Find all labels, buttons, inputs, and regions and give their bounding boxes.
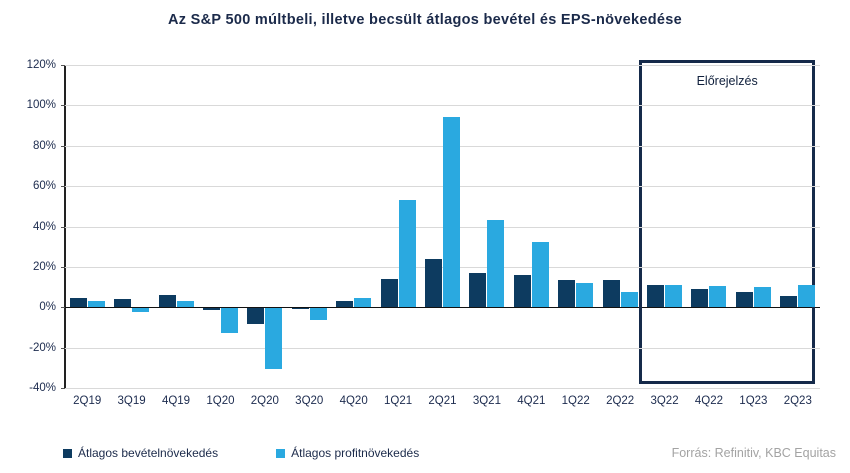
bar-revenue-4Q19 [158, 295, 176, 308]
bar-revenue-2Q22 [602, 279, 620, 308]
bar-revenue-1Q22 [558, 279, 576, 308]
y-axis-tick-label: 20% [32, 260, 56, 273]
x-axis-label: 4Q22 [694, 395, 724, 407]
gridline [65, 65, 820, 66]
gridline [65, 226, 820, 228]
bar-revenue-3Q21 [469, 272, 487, 308]
legend-swatch-profit [276, 448, 286, 458]
bar-profit-2Q21 [443, 117, 460, 308]
bar-profit-4Q22 [709, 286, 727, 308]
x-axis-label: 4Q20 [339, 395, 368, 407]
bar-revenue-2Q21 [425, 258, 442, 308]
gridline [65, 186, 820, 188]
y-axis-tick-label: 80% [32, 139, 56, 152]
gridline [65, 105, 820, 107]
source-credit: Forrás: Refinitiv, KBC Equitas [671, 446, 836, 460]
y-axis-tick [61, 226, 65, 228]
zero-axis-line [65, 306, 820, 309]
bar-revenue-4Q21 [513, 274, 531, 308]
bar-profit-4Q20 [354, 298, 372, 308]
y-axis-tick-label: 100% [26, 99, 56, 112]
bar-profit-2Q19 [87, 301, 105, 308]
y-axis-tick [61, 186, 65, 188]
y-axis-tick-label: -40% [29, 382, 56, 394]
gridline [65, 266, 820, 268]
legend-label-profit: Átlagos profitnövekedés [291, 446, 420, 460]
bar-revenue-2Q20 [247, 308, 265, 325]
legend-item-revenue: Átlagos bevételnövekedés [63, 446, 218, 460]
y-axis-tick [61, 307, 65, 309]
y-axis-tick [61, 105, 65, 107]
x-axis-label: 1Q23 [739, 395, 768, 407]
x-axis-label: 1Q20 [206, 395, 235, 407]
bar-profit-3Q19 [132, 308, 150, 313]
legend-swatch-revenue [63, 448, 72, 458]
legend-label-revenue: Átlagos bevételnövekedés [78, 446, 219, 460]
y-axis-tick-label: 40% [32, 220, 56, 233]
bar-profit-1Q23 [753, 287, 771, 308]
bar-revenue-3Q22 [647, 285, 665, 308]
y-axis-tick [61, 65, 65, 66]
bar-profit-1Q22 [576, 283, 594, 308]
y-axis-tick-label: 60% [32, 180, 56, 193]
gridline [65, 388, 820, 389]
y-axis-tick [61, 347, 65, 349]
y-axis-tick [61, 388, 65, 389]
legend: Átlagos bevételnövekedés Átlagos profitnö… [63, 446, 419, 460]
gridline [65, 145, 820, 147]
bar-revenue-2Q23 [780, 296, 798, 308]
x-axis-label: 3Q21 [472, 395, 501, 407]
forecast-label: Előrejelzés [696, 74, 758, 88]
bar-profit-4Q21 [531, 241, 549, 308]
x-axis-label: 1Q22 [561, 395, 590, 407]
bar-revenue-3Q19 [114, 299, 132, 308]
x-axis-label: 4Q19 [161, 395, 191, 407]
y-axis-tick-label: 120% [26, 59, 56, 71]
bar-profit-3Q21 [487, 220, 505, 308]
x-axis-label: 2Q20 [250, 395, 279, 407]
y-axis-tick-label: -20% [29, 341, 56, 354]
bar-revenue-4Q20 [336, 301, 354, 308]
x-axis-label: 2Q19 [73, 395, 102, 407]
y-axis-tick [61, 266, 65, 268]
bar-profit-4Q19 [176, 301, 194, 308]
y-axis-tick [61, 145, 65, 147]
x-axis-label: 3Q20 [295, 395, 324, 407]
y-axis-tick-label: 0% [39, 301, 56, 314]
x-axis-label: 4Q21 [517, 395, 546, 407]
x-axis-label: 2Q22 [606, 395, 635, 407]
x-axis-label: 2Q21 [428, 395, 457, 407]
bar-revenue-4Q22 [691, 289, 709, 308]
gridline [65, 347, 820, 349]
chart-title: Az S&P 500 múltbeli, illetve becsült átl… [168, 12, 682, 28]
bar-profit-1Q21 [398, 200, 416, 308]
x-axis-label: 2Q23 [783, 395, 812, 407]
bar-revenue-3Q20 [291, 308, 309, 310]
bar-revenue-1Q21 [380, 278, 398, 308]
bar-profit-3Q20 [309, 308, 327, 321]
bar-revenue-2Q19 [69, 298, 87, 308]
bar-profit-1Q20 [220, 308, 238, 334]
bar-revenue-1Q23 [735, 292, 753, 308]
bar-revenue-1Q20 [202, 308, 220, 311]
bar-profit-2Q20 [265, 308, 283, 369]
x-axis-label: 1Q21 [384, 395, 413, 407]
x-axis-label: 3Q22 [650, 395, 679, 407]
bar-profit-3Q22 [665, 285, 683, 308]
legend-item-profit: Átlagos profitnövekedés [276, 446, 419, 460]
forecast-box: Előrejelzés [639, 60, 815, 384]
bar-profit-2Q22 [620, 292, 638, 308]
bar-profit-2Q23 [798, 285, 816, 308]
plot-area: Előrejelzés 120% 100% 80% 60% 40% 20% 0% -20% -4… [27, 59, 820, 407]
x-axis-label: 3Q19 [117, 395, 146, 407]
